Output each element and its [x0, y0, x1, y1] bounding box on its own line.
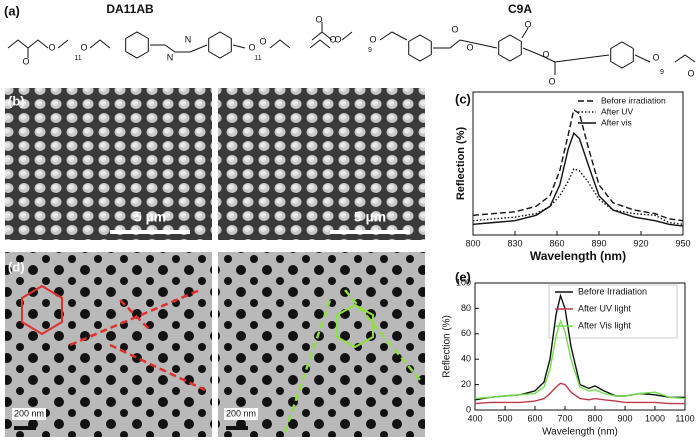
legend-label: After UV: [601, 106, 633, 116]
x-tick-label: 1100: [675, 413, 694, 423]
scale-label: 200 nm: [14, 408, 44, 418]
x-axis-label: Wavelength (nm): [542, 427, 618, 438]
atom-label: O: [369, 34, 376, 44]
atom-label: O: [542, 49, 549, 59]
benzene-ring: [408, 34, 432, 62]
series-line: [474, 382, 685, 405]
atom-label: 9: [660, 69, 664, 76]
sem-image: [5, 88, 212, 240]
molecule-name: C9A: [508, 2, 532, 16]
y-axis-label: Reflection (%): [442, 315, 453, 378]
plot-frame: [472, 91, 684, 236]
hexagon-overlay: [336, 303, 374, 349]
atom-label: O: [548, 76, 555, 86]
atom-label: O: [451, 24, 458, 34]
lattice-line: [283, 289, 421, 433]
legend-label: Before irradiation: [601, 95, 666, 105]
x-tick-label: 1000: [645, 413, 665, 423]
scale-label: 5 µm: [354, 209, 386, 225]
series-line: [474, 319, 686, 400]
benzene-ring: [610, 41, 634, 69]
panel-labels: (a) (b) (c) (d) (e): [4, 3, 471, 284]
atom-label: N: [185, 34, 192, 44]
y-tick-label: 0: [466, 404, 471, 414]
y-tick-label: 80: [461, 303, 471, 313]
scale-label-bg: [12, 408, 46, 420]
atom-label: O: [334, 34, 341, 44]
legend-label: After UV light: [578, 303, 632, 313]
legend-label: After vis: [601, 117, 632, 127]
benzene-ring: [208, 31, 232, 59]
x-tick-label: 900: [617, 413, 632, 423]
panel-label: (e): [455, 269, 471, 284]
x-tick-label: 400: [467, 413, 482, 423]
x-tick-label: 950: [675, 238, 690, 248]
bond: [7, 39, 331, 58]
y-tick-label: 20: [461, 379, 471, 389]
series-line: [472, 131, 684, 227]
bond: [311, 22, 696, 75]
hexagon-overlay: [21, 284, 63, 336]
scale-label: 5 µm: [134, 209, 166, 225]
atom-label: 11: [254, 55, 261, 62]
scale-bar: [226, 426, 248, 430]
scale-bars: 5 µm 5 µm 200 nm 200 nm: [12, 209, 410, 430]
y-tick-label: 60: [461, 328, 471, 338]
x-axis-label: Wavelength (nm): [530, 249, 626, 263]
series-line: [472, 168, 684, 225]
atom-label: 9: [368, 47, 372, 54]
atom-label: O: [259, 36, 266, 46]
x-tick-label: 600: [527, 413, 542, 423]
legend-label: After Vis light: [578, 320, 631, 330]
sem-image: [5, 252, 212, 437]
sem-image: [218, 88, 425, 240]
atom-label: O: [466, 42, 473, 52]
x-tick-label: 500: [497, 413, 512, 423]
atom-label: N: [167, 52, 174, 62]
panel-label: (c): [455, 91, 471, 106]
x-tick-label: 700: [557, 413, 572, 423]
atom-label: 11: [74, 55, 81, 62]
scale-bar: [110, 230, 190, 234]
scale-bar: [330, 230, 410, 234]
benzene-ring: [498, 34, 522, 62]
x-tick-label: 800: [465, 238, 480, 248]
scale-label-bg: [224, 408, 258, 420]
atom-label: O: [48, 42, 55, 52]
y-axis-label: Reflection (%): [455, 126, 467, 200]
y-tick-label: 40: [461, 354, 471, 364]
atom-label: O: [687, 68, 694, 78]
y-tick-label: 100: [456, 277, 471, 287]
plot-frame: [474, 282, 686, 411]
legend-label: Before Irradiation: [578, 286, 647, 296]
atom-label: O: [248, 42, 255, 52]
atom-label: O: [80, 42, 87, 52]
atom-label: O: [22, 56, 29, 66]
x-tick-label: 920: [633, 238, 648, 248]
legend-box: [548, 284, 678, 339]
atom-label: O: [315, 14, 322, 24]
atom-label: O: [329, 34, 336, 44]
x-tick-label: 830: [507, 238, 522, 248]
panel-label: (b): [8, 93, 25, 108]
panel-label: (d): [8, 259, 25, 274]
panel-label: (a): [4, 3, 20, 18]
x-tick-label: 860: [549, 238, 564, 248]
scale-label: 200 nm: [226, 408, 256, 418]
molecule-name: DA11AB: [106, 2, 154, 16]
x-tick-label: 890: [591, 238, 606, 248]
atom-label: O: [652, 52, 659, 62]
lattice-line: [69, 288, 206, 392]
x-tick-label: 800: [587, 413, 602, 423]
atom-label: O: [524, 19, 531, 29]
series-line: [472, 108, 684, 222]
benzene-ring: [125, 31, 149, 59]
scale-bar: [14, 426, 36, 430]
